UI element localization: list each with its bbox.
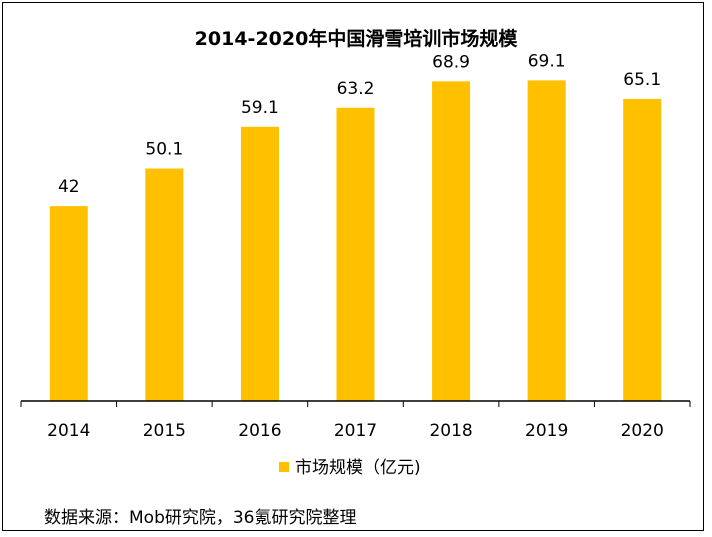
bar-2020 [623, 98, 662, 401]
bar-2014 [49, 206, 88, 401]
bar-2016 [240, 126, 279, 401]
value-label-2014: 42 [58, 177, 80, 197]
value-label-2020: 65.1 [623, 70, 661, 90]
category-label-2019: 2019 [525, 421, 568, 441]
value-label-2017: 63.2 [337, 79, 375, 99]
bar-2019 [527, 80, 566, 401]
source-note: 数据来源：Mob研究院，36氪研究院整理 [44, 508, 357, 528]
legend-label: 市场规模（亿元) [295, 458, 421, 478]
value-label-2018: 68.9 [432, 52, 470, 72]
category-label-2020: 2020 [621, 421, 664, 441]
legend: 市场规模（亿元) [279, 458, 421, 478]
value-label-2015: 50.1 [145, 140, 183, 160]
value-label-2019: 69.1 [528, 51, 566, 71]
category-label-2015: 2015 [143, 421, 186, 441]
bar-2017 [336, 107, 375, 401]
chart-title: 2014-2020年中国滑雪培训市场规模 [194, 28, 518, 50]
category-label-2016: 2016 [238, 421, 281, 441]
legend-swatch [279, 462, 289, 472]
value-label-2016: 59.1 [241, 98, 279, 118]
category-label-2018: 2018 [429, 421, 472, 441]
category-label-2017: 2017 [334, 421, 377, 441]
category-label-2014: 2014 [47, 421, 90, 441]
bar-2018 [432, 81, 471, 401]
bar-2015 [145, 168, 184, 401]
